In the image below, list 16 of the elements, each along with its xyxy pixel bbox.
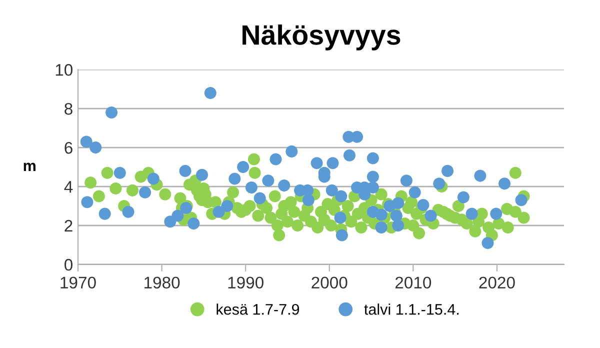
chart-title: Näkösyvyys [242, 24, 400, 50]
x-tick-label: 2010 [395, 276, 432, 289]
y-tick-label: 4 [64, 181, 73, 193]
y-tick-label: 0 [64, 258, 72, 271]
legend-label: talvi 1.1.-15.4. [364, 304, 459, 315]
x-tick-label: 1990 [228, 276, 264, 289]
x-tick-label: 2000 [312, 276, 348, 289]
y-tick-label: 2 [64, 220, 72, 232]
legend-label: kesä 1.7-7.9 [216, 304, 300, 315]
y-axis-title: m [24, 162, 36, 171]
x-tick-label: 1970 [60, 276, 96, 289]
y-tick-label: 8 [64, 102, 72, 115]
y-tick-label: 10 [56, 64, 72, 76]
x-tick-label: 1980 [144, 276, 180, 289]
y-tick-label: 6 [64, 142, 72, 154]
x-tick-label: 2020 [479, 276, 515, 289]
